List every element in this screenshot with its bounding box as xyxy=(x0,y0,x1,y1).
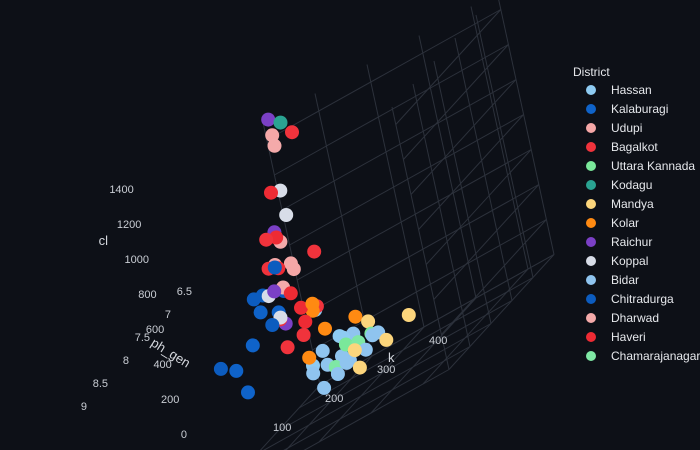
legend-item-label[interactable]: Kalaburagi xyxy=(611,102,668,116)
z-tick-label: 800 xyxy=(138,289,156,301)
legend-marker xyxy=(586,199,596,209)
legend-marker xyxy=(586,123,596,133)
y-tick-label: 8 xyxy=(123,355,129,367)
data-point-kalaburagi[interactable] xyxy=(254,305,268,319)
data-point-raichur[interactable] xyxy=(267,284,281,298)
data-point-mandya[interactable] xyxy=(353,361,367,375)
legend-marker xyxy=(586,218,596,228)
data-point-udupi[interactable] xyxy=(284,256,298,270)
data-point-bidar[interactable] xyxy=(306,366,320,380)
legend-marker xyxy=(586,294,596,304)
data-point-kolar[interactable] xyxy=(305,297,319,311)
z-tick-label: 1000 xyxy=(125,254,149,266)
data-point-bagalkot[interactable] xyxy=(285,125,299,139)
legend-item-label[interactable]: Udupi xyxy=(611,121,642,135)
data-point-koppal[interactable] xyxy=(279,208,293,222)
legend-marker xyxy=(586,332,596,342)
z-axis-title: cl xyxy=(99,233,109,248)
data-point-chitradurga[interactable] xyxy=(214,362,228,376)
data-point-bidar[interactable] xyxy=(331,367,345,381)
legend-marker xyxy=(586,313,596,323)
data-point-mandya[interactable] xyxy=(379,333,393,347)
data-point-raichur[interactable] xyxy=(261,113,275,127)
legend-marker xyxy=(586,161,596,171)
data-point-haveri[interactable] xyxy=(264,186,278,200)
z-tick-label: 1200 xyxy=(117,219,141,231)
data-points xyxy=(214,113,416,400)
legend-item-label[interactable]: Haveri xyxy=(611,330,646,344)
legend-item-label[interactable]: Chitradurga xyxy=(611,292,674,306)
y-tick-label: 8.5 xyxy=(93,378,108,390)
x-tick-label: 400 xyxy=(429,335,447,347)
legend-item-label[interactable]: Koppal xyxy=(611,254,648,268)
data-point-haveri[interactable] xyxy=(284,286,298,300)
legend: District Hassan Kalaburagi Udupi Bagalkot Ut… xyxy=(573,65,700,363)
legend-title: District xyxy=(573,65,610,79)
legend-marker xyxy=(586,142,596,152)
data-point-chitradurga[interactable] xyxy=(268,261,282,275)
data-point-bagalkot[interactable] xyxy=(307,245,321,259)
legend-item-label[interactable]: Bagalkot xyxy=(611,140,658,154)
legend-item-label[interactable]: Raichur xyxy=(611,235,652,249)
legend-item-label[interactable]: Bidar xyxy=(611,273,639,287)
x-axis-title: k xyxy=(388,350,395,365)
data-point-kalaburagi[interactable] xyxy=(246,338,260,352)
legend-marker xyxy=(586,180,596,190)
legend-item-label[interactable]: Kolar xyxy=(611,216,639,230)
legend-marker xyxy=(586,85,596,95)
legend-item-label[interactable]: Kodagu xyxy=(611,178,652,192)
data-point-dharwad[interactable] xyxy=(268,139,282,153)
data-point-bagalkot[interactable] xyxy=(259,233,273,247)
legend-marker xyxy=(586,275,596,285)
data-point-kolar[interactable] xyxy=(318,322,332,336)
y-tick-label: 9 xyxy=(81,401,87,413)
legend-item-label[interactable]: Dharwad xyxy=(611,311,659,325)
x-tick-label: 300 xyxy=(377,364,395,376)
legend-item-label[interactable]: Hassan xyxy=(611,83,652,97)
data-point-bidar[interactable] xyxy=(317,381,331,395)
y-tick-label: 7 xyxy=(165,309,171,321)
legend-item-label[interactable]: Mandya xyxy=(611,197,654,211)
data-point-kolar[interactable] xyxy=(348,310,362,324)
legend-item-label[interactable]: Uttara Kannada xyxy=(611,159,695,173)
grid-lines xyxy=(215,0,554,450)
z-tick-label: 1400 xyxy=(109,184,133,196)
data-point-bagalkot[interactable] xyxy=(281,340,295,354)
z-tick-label: 0 xyxy=(181,429,187,441)
data-point-mandya[interactable] xyxy=(402,308,416,322)
z-tick-label: 400 xyxy=(153,359,171,371)
data-point-kolar[interactable] xyxy=(302,351,316,365)
data-point-chitradurga[interactable] xyxy=(247,292,261,306)
x-tick-label: 100 xyxy=(273,422,291,434)
data-point-kalaburagi[interactable] xyxy=(241,385,255,399)
data-point-bagalkot[interactable] xyxy=(297,328,311,342)
data-point-mandya[interactable] xyxy=(348,343,362,357)
legend-marker xyxy=(586,237,596,247)
legend-marker xyxy=(586,351,596,361)
data-point-chitradurga[interactable] xyxy=(265,318,279,332)
data-point-kodagu[interactable] xyxy=(274,116,288,130)
y-tick-label: 7.5 xyxy=(135,332,150,344)
data-point-bidar[interactable] xyxy=(316,344,330,358)
data-point-kalaburagi[interactable] xyxy=(229,364,243,378)
legend-item-label[interactable]: Chamarajanagar xyxy=(611,349,700,363)
y-tick-label: 6.5 xyxy=(177,286,192,298)
legend-marker xyxy=(586,256,596,266)
data-point-haveri[interactable] xyxy=(298,315,312,329)
legend-marker xyxy=(586,104,596,114)
data-point-bidar[interactable] xyxy=(340,356,354,370)
x-tick-label: 200 xyxy=(325,393,343,405)
data-point-mandya[interactable] xyxy=(361,314,375,328)
z-tick-label: 200 xyxy=(161,394,179,406)
